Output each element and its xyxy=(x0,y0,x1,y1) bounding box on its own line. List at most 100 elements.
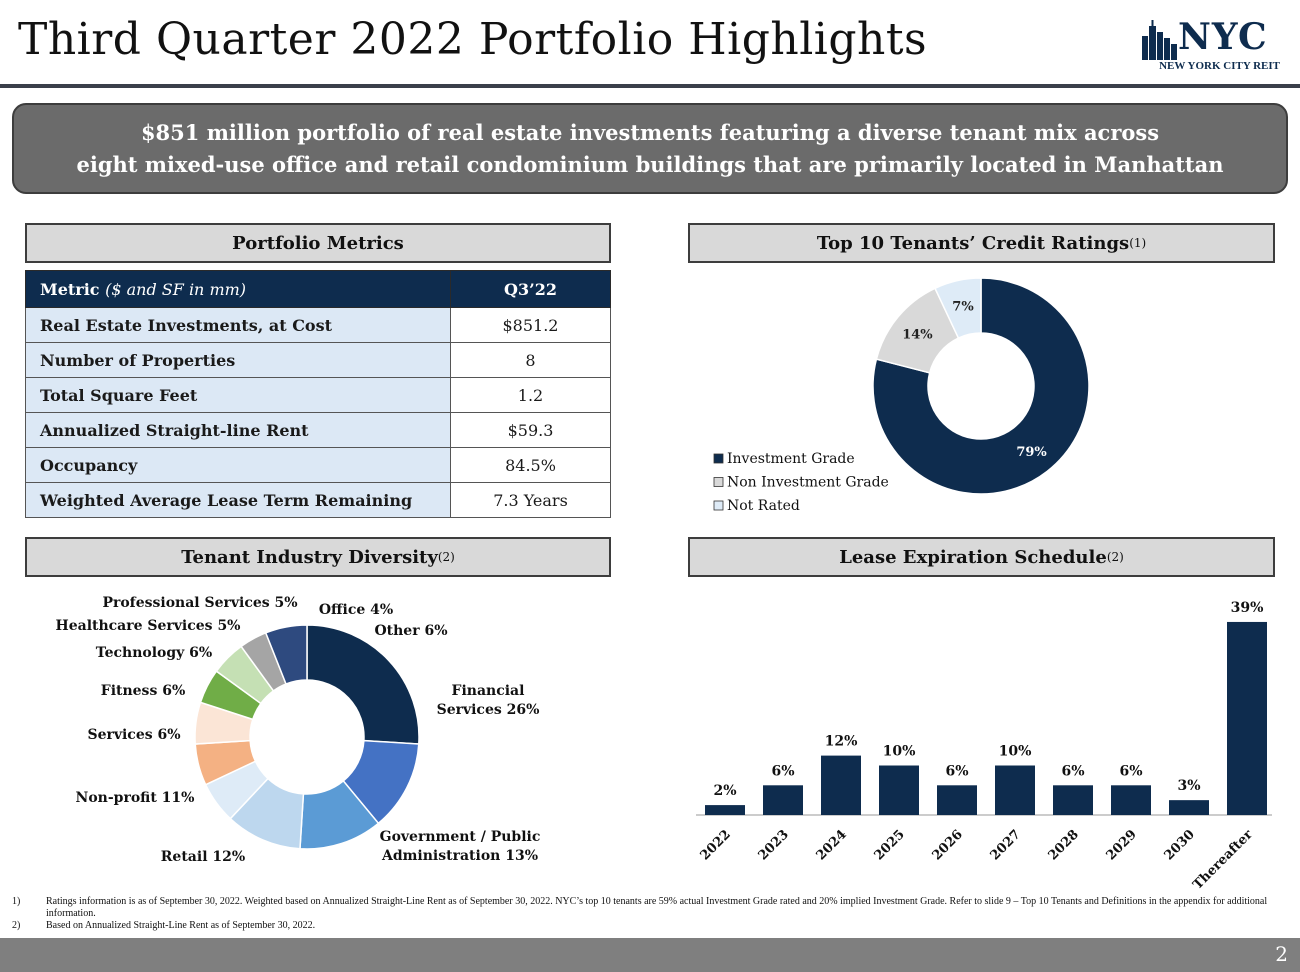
legend-label: Non Investment Grade xyxy=(727,475,889,491)
lease-bar xyxy=(879,765,919,815)
credit-rating-data-label: 79% xyxy=(1016,445,1047,460)
industry-data-label: Government / Public xyxy=(380,829,541,845)
lease-tick-label: 2024 xyxy=(814,827,850,863)
lease-tick-label: 2025 xyxy=(872,827,908,863)
lease-data-label: 2% xyxy=(713,783,736,799)
metric-value: $59.3 xyxy=(450,412,611,448)
table-row: Number of Properties 8 xyxy=(25,342,611,378)
lease-tick-label: 2027 xyxy=(988,827,1024,863)
title-divider xyxy=(0,84,1300,88)
lease-bar xyxy=(821,755,861,815)
banner-line-1: $851 million portfolio of real estate in… xyxy=(140,119,1160,145)
table-row: Weighted Average Lease Term Remaining 7.3… xyxy=(25,482,611,518)
q3-column-header: Q3’22 xyxy=(450,270,611,308)
metric-value: 8 xyxy=(450,342,611,378)
portfolio-metrics-header: Portfolio Metrics xyxy=(25,223,611,263)
table-row: Annualized Straight-line Rent $59.3 xyxy=(25,412,611,448)
lease-bar xyxy=(937,785,977,815)
industry-data-label: Services 6% xyxy=(87,727,180,743)
lease-bar xyxy=(1111,785,1151,815)
lease-expiration-note: (2) xyxy=(1106,550,1124,564)
banner-line-2: eight mixed-use office and retail condom… xyxy=(76,151,1224,177)
metric-column-header: Metric ($ and SF in mm) xyxy=(25,270,451,308)
logo-subtitle: NEW YORK CITY REIT xyxy=(1159,60,1280,72)
metric-label: Number of Properties xyxy=(25,342,451,378)
legend-swatch xyxy=(713,477,724,487)
metric-label: Annualized Straight-line Rent xyxy=(25,412,451,448)
footnotes: 1) Ratings information is as of Septembe… xyxy=(12,896,1292,932)
lease-data-label: 12% xyxy=(825,734,858,750)
metric-label: Real Estate Investments, at Cost xyxy=(25,307,451,343)
industry-diversity-title: Tenant Industry Diversity xyxy=(181,546,438,568)
lease-bar xyxy=(1227,621,1267,815)
company-logo: NYC NEW YORK CITY REIT xyxy=(1140,16,1280,76)
table-row: Real Estate Investments, at Cost $851.2 xyxy=(25,307,611,343)
lease-expiration-header: Lease Expiration Schedule (2) xyxy=(688,537,1275,577)
page-title: Third Quarter 2022 Portfolio Highlights xyxy=(18,14,928,65)
industry-diversity-note: (2) xyxy=(437,550,455,564)
industry-slice xyxy=(306,624,420,745)
credit-ratings-title: Top 10 Tenants’ Credit Ratings xyxy=(816,232,1130,254)
footnote-number: 1) xyxy=(12,896,21,907)
legend-label: Investment Grade xyxy=(727,451,855,467)
credit-rating-data-label: 14% xyxy=(902,327,933,342)
credit-rating-data-label: 7% xyxy=(952,299,974,314)
page-number: 2 xyxy=(1275,942,1288,966)
lease-data-label: 10% xyxy=(883,744,916,760)
lease-tick-label: 2030 xyxy=(1162,827,1198,863)
lease-data-label: 6% xyxy=(945,763,968,779)
industry-slice xyxy=(264,624,308,685)
industry-diversity-header: Tenant Industry Diversity (2) xyxy=(25,537,611,577)
lease-data-label: 6% xyxy=(1119,763,1142,779)
lease-bar xyxy=(995,765,1035,815)
table-row: Total Square Feet 1.2 xyxy=(25,377,611,413)
footnote: 1) Ratings information is as of Septembe… xyxy=(12,896,1292,920)
credit-ratings-note: (1) xyxy=(1129,236,1147,250)
lease-bar xyxy=(1169,800,1209,815)
lease-data-label: 10% xyxy=(999,744,1032,760)
logo-wordmark: NYC xyxy=(1178,16,1268,58)
industry-data-label: Non-profit 11% xyxy=(76,790,195,806)
legend-swatch xyxy=(713,500,724,511)
footnote-number: 2) xyxy=(12,920,21,931)
metric-value: $851.2 xyxy=(450,307,611,343)
industry-data-label: Administration 13% xyxy=(381,848,538,864)
lease-tick-label: 2028 xyxy=(1046,827,1082,863)
metric-label: Weighted Average Lease Term Remaining xyxy=(25,482,451,518)
lease-expiration-title: Lease Expiration Schedule xyxy=(839,546,1107,568)
legend-label: Not Rated xyxy=(727,498,800,514)
lease-tick-label: 2022 xyxy=(698,827,734,863)
lease-bar xyxy=(1053,785,1093,815)
industry-data-label: Financial xyxy=(452,683,525,699)
lease-tick-label: 2029 xyxy=(1104,827,1140,863)
skyline-icon xyxy=(1142,20,1177,60)
lease-tick-label: Thereafter xyxy=(1190,827,1256,893)
page-footer: 2 xyxy=(0,938,1300,972)
portfolio-metrics-table: Metric ($ and SF in mm) Q3’22 Real Estat… xyxy=(25,270,611,518)
credit-rating-slice xyxy=(934,277,982,340)
metric-label: Total Square Feet xyxy=(25,377,451,413)
footnote-text: Ratings information is as of September 3… xyxy=(46,896,1268,919)
summary-banner: $851 million portfolio of real estate in… xyxy=(12,103,1288,194)
lease-tick-label: 2026 xyxy=(930,827,966,863)
industry-data-label: Technology 6% xyxy=(96,645,212,661)
table-header-row: Metric ($ and SF in mm) Q3’22 xyxy=(25,270,611,308)
credit-ratings-header: Top 10 Tenants’ Credit Ratings (1) xyxy=(688,223,1275,263)
metric-value: 7.3 Years xyxy=(450,482,611,518)
lease-data-label: 3% xyxy=(1177,778,1200,794)
industry-data-label: Services 26% xyxy=(437,702,540,718)
industry-data-label: Other 6% xyxy=(374,623,447,639)
metric-value: 1.2 xyxy=(450,377,611,413)
footnote-text: Based on Annualized Straight-Line Rent a… xyxy=(46,920,316,931)
industry-data-label: Healthcare Services 5% xyxy=(55,618,240,634)
industry-data-label: Retail 12% xyxy=(161,849,245,865)
lease-data-label: 6% xyxy=(1061,763,1084,779)
industry-data-label: Fitness 6% xyxy=(101,683,186,699)
lease-bar xyxy=(763,785,803,815)
lease-data-label: 6% xyxy=(771,763,794,779)
legend-swatch xyxy=(713,453,724,464)
lease-data-label: 39% xyxy=(1231,600,1264,616)
lease-bar xyxy=(705,805,745,815)
portfolio-metrics-title: Portfolio Metrics xyxy=(232,232,404,254)
